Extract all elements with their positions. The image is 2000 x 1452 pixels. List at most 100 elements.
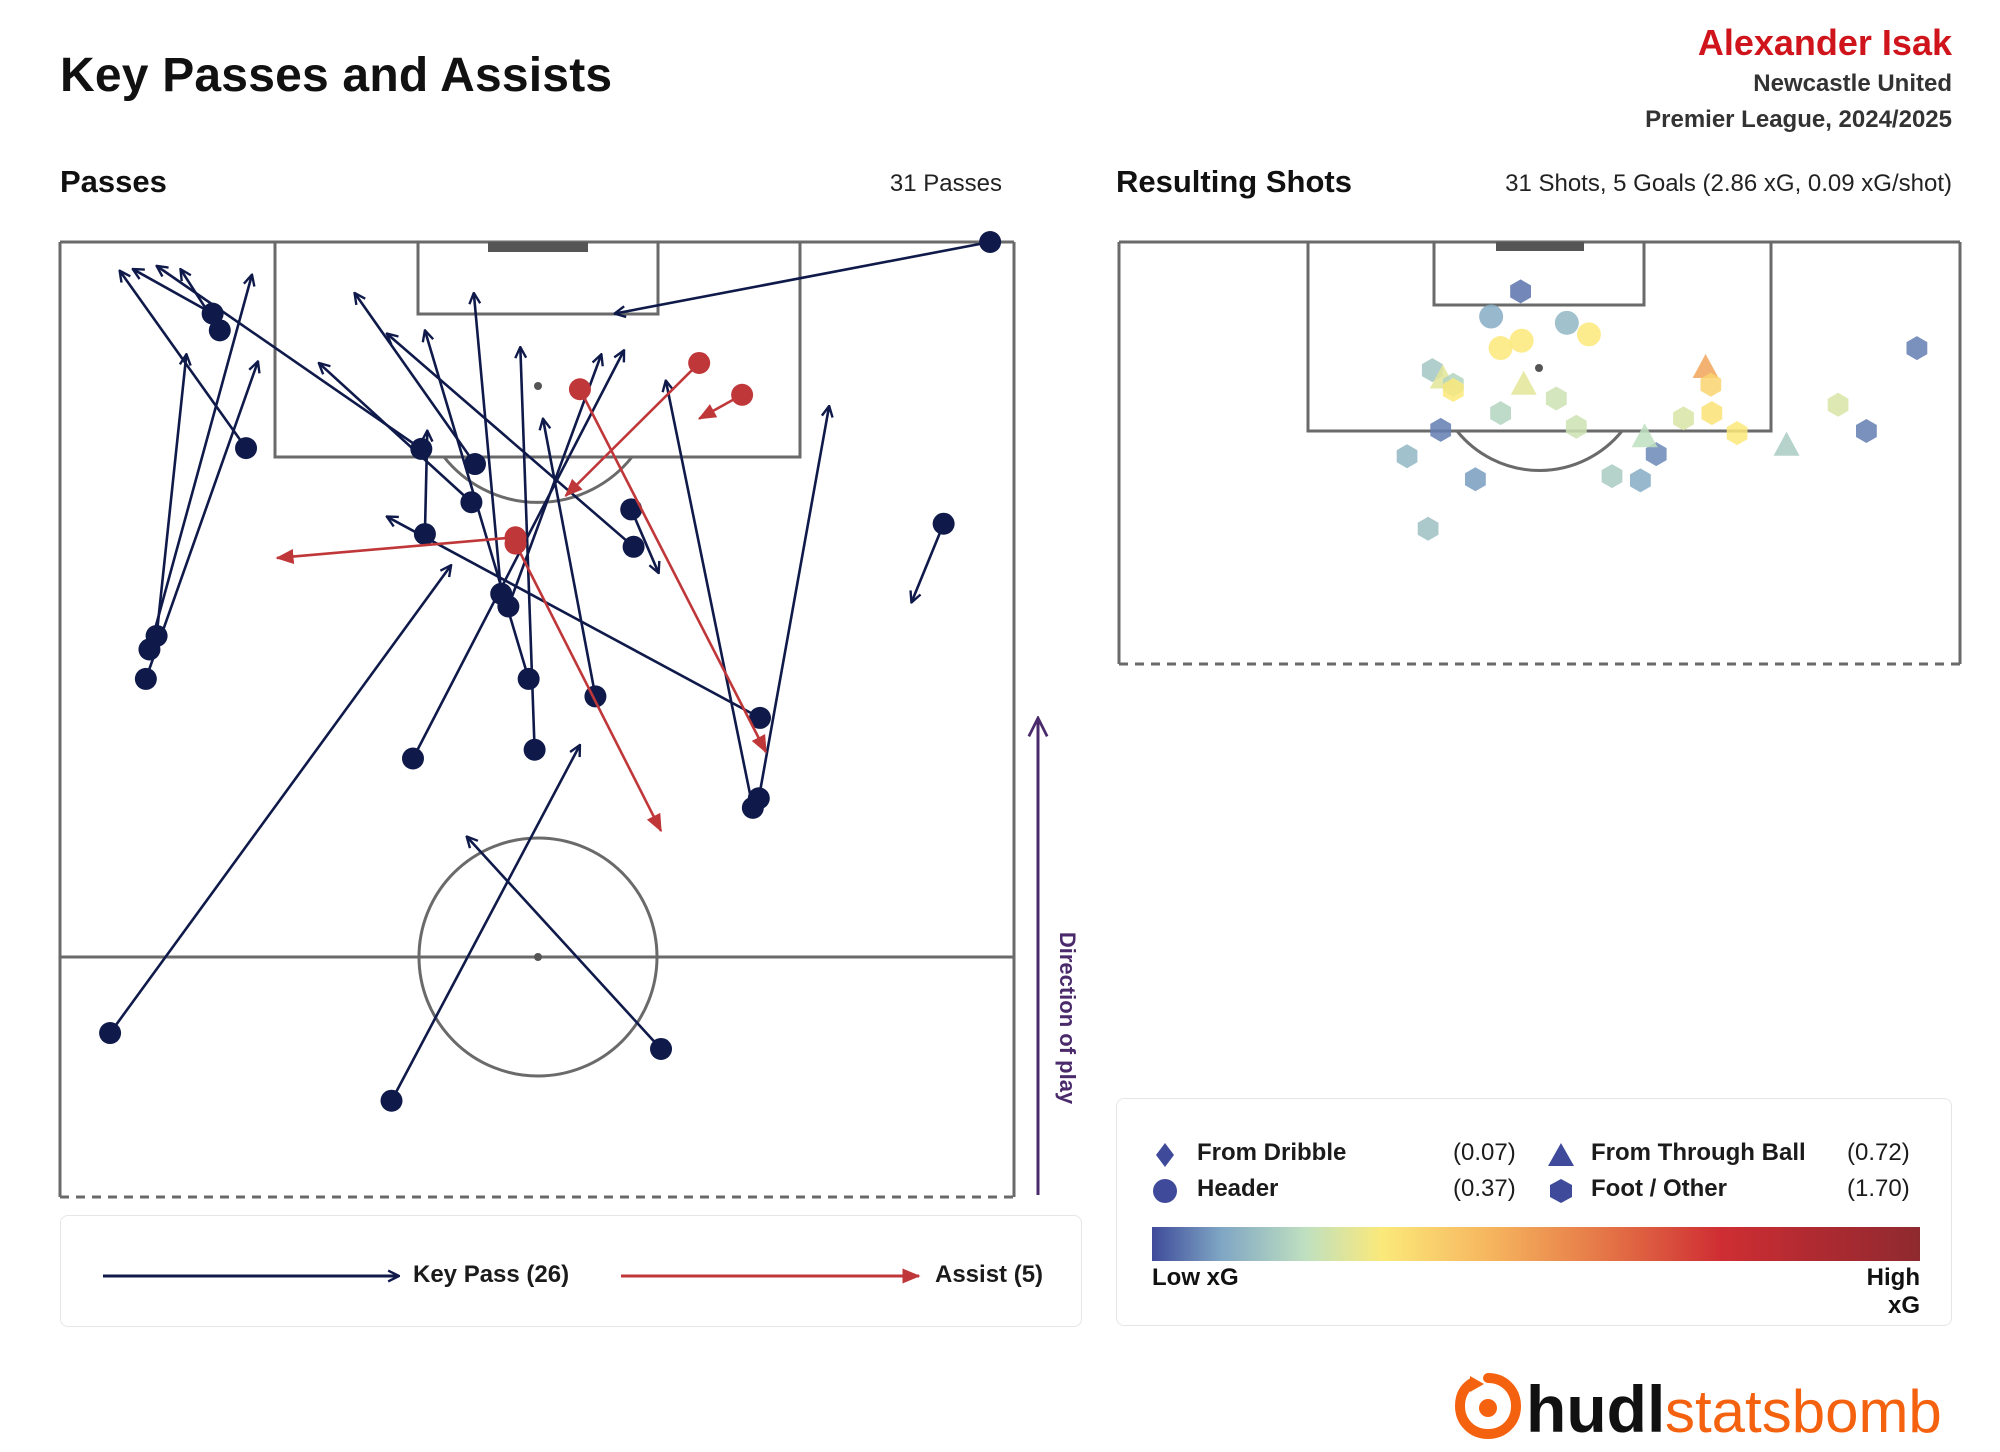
shot-pitch-lines: [1117, 240, 1962, 666]
shot-marker-hexagon: [1645, 442, 1667, 467]
key-pass-origin-point: [932, 512, 955, 535]
key-pass-arrow: [425, 330, 530, 680]
key-pass-origin-point: [401, 747, 424, 770]
key-pass-origin-point: [650, 1037, 673, 1060]
key-pass-origin-point: [99, 1022, 122, 1045]
brand-hudl: hudl: [1526, 1372, 1665, 1446]
shot-marker-hexagon: [1442, 378, 1464, 402]
hudl-statsbomb-logo: hudl statsbomb: [1454, 1372, 1942, 1446]
assist-origin-point: [568, 378, 591, 401]
shot-marker-hexagon: [1726, 421, 1748, 446]
key-pass-arrow: [425, 431, 427, 535]
key-pass-origin-point: [741, 796, 764, 819]
key-pass-arrow: [630, 508, 658, 573]
legend-through-ball-value: (0.72): [1847, 1139, 1910, 1166]
key-pass-arrow: [390, 745, 580, 1102]
shot-marker-hexagon: [1701, 401, 1723, 426]
key-pass-arrow: [144, 361, 258, 680]
pass-legend-arrows: [103, 1268, 921, 1284]
key-pass-arrow: [467, 836, 662, 1050]
triangle-icon: [1548, 1143, 1574, 1166]
player-name: Alexander Isak: [1697, 22, 1952, 63]
hexagon-icon: [1550, 1179, 1572, 1203]
pass-legend: Key Pass (26) Assist (5): [60, 1215, 1082, 1327]
shots-summary: 31 Shots, 5 Goals (2.86 xG, 0.09 xG/shot…: [1505, 170, 1952, 197]
assist-arrow: [578, 388, 768, 754]
competition-label: Premier League, 2024/2025: [1645, 106, 1952, 133]
legend-header-label: Header: [1197, 1175, 1279, 1202]
key-pass-origin-point: [235, 437, 258, 460]
key-pass-arrow: [615, 240, 991, 314]
shot-marker-circle: [1509, 328, 1534, 353]
shot-marker-hexagon: [1430, 417, 1452, 442]
key-pass-arrow: [387, 517, 761, 720]
high-xg-label: High xG: [1866, 1264, 1920, 1319]
low-xg-label: Low xG: [1152, 1264, 1239, 1291]
key-pass-arrow: [757, 406, 829, 799]
shot-legend: From Dribble (0.07) Header (0.37) From T…: [1116, 1098, 1952, 1326]
key-pass-origin-point: [380, 1089, 403, 1112]
shot-marker-hexagon: [1465, 467, 1486, 492]
shot-marker-hexagon: [1490, 401, 1511, 426]
key-pass-arrow: [520, 347, 536, 750]
shot-penalty-spot: [1535, 364, 1543, 372]
key-pass-arrow: [157, 266, 423, 450]
shot-marker-hexagon: [1545, 386, 1567, 411]
key-pass-arrow: [133, 269, 214, 315]
assist-origin-point: [731, 383, 754, 406]
passes-heading: Passes: [60, 164, 167, 199]
key-pass-arrow: [387, 334, 635, 548]
key-pass-origin-point: [523, 738, 546, 761]
team-name: Newcastle United: [1753, 70, 1952, 97]
shot-marker-hexagon: [1700, 372, 1722, 397]
assist-arrow: [275, 535, 516, 564]
key-pass-arrow: [109, 565, 451, 1034]
key-pass-origin-point: [208, 319, 231, 342]
pass-goal: [488, 242, 588, 252]
direction-label: Direction of play: [1055, 932, 1080, 1105]
key-pass-origin-point: [517, 667, 540, 690]
legend-header-value: (0.37): [1453, 1175, 1516, 1202]
shot-marker-triangle: [1773, 431, 1800, 456]
brand-statsbomb: statsbomb: [1665, 1378, 1942, 1445]
key-pass-arrow: [155, 354, 187, 637]
legend-dribble-label: From Dribble: [1197, 1139, 1347, 1166]
assist-arrow: [514, 543, 663, 833]
legend-foot-label: Foot / Other: [1591, 1175, 1727, 1202]
shot-legend-shapes: [1153, 1143, 1574, 1203]
shot-marker-hexagon: [1417, 516, 1439, 541]
shot-marker-hexagon: [1827, 392, 1849, 417]
shot-marker-triangle: [1692, 354, 1719, 378]
shot-marker-circle: [1479, 304, 1504, 329]
shot-marker-hexagon: [1906, 336, 1928, 361]
key-pass-arrow: [148, 275, 252, 650]
shot-marker-hexagon: [1673, 406, 1694, 431]
legend-through-ball-label: From Through Ball: [1591, 1139, 1806, 1166]
shot-marker-hexagon: [1396, 444, 1418, 469]
key-pass-origin-point: [622, 535, 645, 558]
shot-marker-circle: [1488, 336, 1513, 361]
shot-marker-hexagon: [1601, 464, 1623, 489]
shot-marker-hexagon: [1510, 279, 1531, 304]
key-pass-arrow: [666, 380, 755, 809]
shot-marker-circle: [1554, 310, 1579, 335]
shot-marker-hexagon: [1630, 468, 1651, 493]
xg-color-scale: [1152, 1227, 1920, 1261]
shot-marker-hexagon: [1565, 414, 1587, 439]
pass-center-spot: [534, 953, 542, 961]
circle-icon: [1153, 1179, 1177, 1203]
key-pass-origin-point: [463, 453, 486, 476]
passes-count: 31 Passes: [889, 170, 1002, 197]
shot-marker-triangle: [1631, 423, 1658, 448]
key-pass-origin-point: [620, 498, 643, 521]
legend-assist-label: Assist (5): [935, 1261, 1044, 1288]
assist-arrow: [564, 362, 701, 497]
assist-origin-point: [688, 351, 711, 374]
key-pass-arrow: [543, 419, 597, 697]
key-pass-arrow: [411, 350, 624, 760]
key-pass-arrow: [319, 363, 473, 504]
pass-penalty-spot: [534, 382, 542, 390]
assist-origin-point: [504, 532, 527, 555]
